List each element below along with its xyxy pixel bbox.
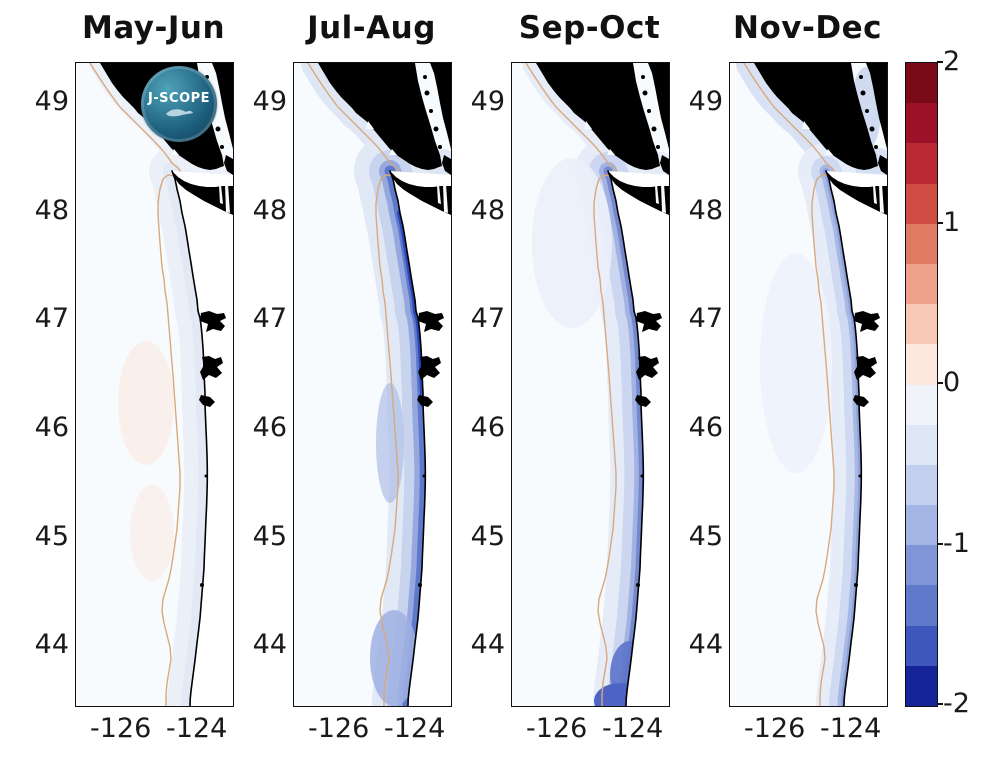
panel-title-nov-dec: Nov-Dec: [733, 10, 882, 46]
colorbar-segment: [906, 384, 937, 425]
colorbar-label: -1: [943, 528, 970, 559]
lat-tick: 45: [688, 521, 723, 552]
anomaly-field: [318, 63, 446, 706]
lat-tick: 48: [688, 195, 723, 226]
colorbar-segment: [906, 63, 937, 104]
panel-title-sep-oct: Sep-Oct: [518, 10, 661, 46]
map-panel-nov-dec: [729, 62, 888, 707]
lat-tick: 47: [34, 303, 69, 334]
lat-tick: 46: [470, 412, 505, 443]
colorbar-label: 2: [943, 46, 961, 77]
lat-tick: 44: [470, 629, 505, 660]
colorbar-segment: [906, 665, 937, 706]
colorbar-tick-mark: [937, 543, 943, 545]
colorbar-label: 1: [943, 207, 961, 238]
whale-icon: [166, 108, 193, 116]
colorbar-tick-mark: [937, 222, 943, 224]
colorbar-segment: [906, 304, 937, 345]
lon-tick: -126: [90, 713, 152, 744]
colorbar-segment: [906, 183, 937, 224]
lat-tick: 45: [34, 521, 69, 552]
lon-tick: -126: [526, 713, 588, 744]
lat-tick: 47: [470, 303, 505, 334]
colorbar-segment: [906, 464, 937, 506]
lon-tick: -126: [308, 713, 370, 744]
colorbar-segment: [906, 143, 937, 184]
lat-tick: 49: [688, 86, 723, 117]
lon-tick: -124: [820, 713, 882, 744]
panel-title-jul-aug: Jul-Aug: [307, 10, 436, 46]
lat-tick: 49: [34, 86, 69, 117]
colorbar: [905, 62, 938, 707]
jscope-logo-label: J-SCOPE: [147, 90, 211, 106]
lat-tick: 46: [688, 412, 723, 443]
lat-tick: 48: [470, 195, 505, 226]
map-panel-may-jun: [75, 62, 234, 707]
jscope-logo: J-SCOPE: [141, 66, 217, 142]
lat-tick: 48: [252, 195, 287, 226]
lat-tick: 49: [252, 86, 287, 117]
colorbar-label: -2: [943, 688, 970, 719]
map-panel-jul-aug: [293, 62, 452, 707]
lat-tick: 47: [252, 303, 287, 334]
colorbar-label: 0: [943, 367, 961, 398]
lat-tick: 45: [252, 521, 287, 552]
lon-tick: -126: [744, 713, 806, 744]
panel-title-may-jun: May-Jun: [81, 10, 226, 46]
lat-tick: 45: [470, 521, 505, 552]
lat-tick: 47: [688, 303, 723, 334]
colorbar-segment: [906, 625, 937, 666]
colorbar-tick-mark: [937, 703, 943, 705]
colorbar-segment: [906, 223, 937, 264]
colorbar-segment: [906, 505, 937, 546]
colorbar-tick-mark: [937, 61, 943, 63]
colorbar-segment: [906, 344, 937, 385]
colorbar-segment: [906, 585, 937, 626]
colorbar-segment: [906, 263, 937, 305]
lon-tick: -124: [602, 713, 664, 744]
lat-tick: 44: [252, 629, 287, 660]
colorbar-segment: [906, 103, 937, 144]
lon-tick: -124: [166, 713, 228, 744]
map-panel-sep-oct: [511, 62, 670, 707]
colorbar-tick-mark: [937, 382, 943, 384]
lat-tick: 49: [470, 86, 505, 117]
lat-tick: 44: [688, 629, 723, 660]
colorbar-segment: [906, 545, 937, 586]
lat-tick: 48: [34, 195, 69, 226]
lat-tick: 46: [252, 412, 287, 443]
lat-tick: 46: [34, 412, 69, 443]
anomaly-field: [100, 63, 224, 706]
lon-tick: -124: [384, 713, 446, 744]
colorbar-segment: [906, 424, 937, 465]
lat-tick: 44: [34, 629, 69, 660]
